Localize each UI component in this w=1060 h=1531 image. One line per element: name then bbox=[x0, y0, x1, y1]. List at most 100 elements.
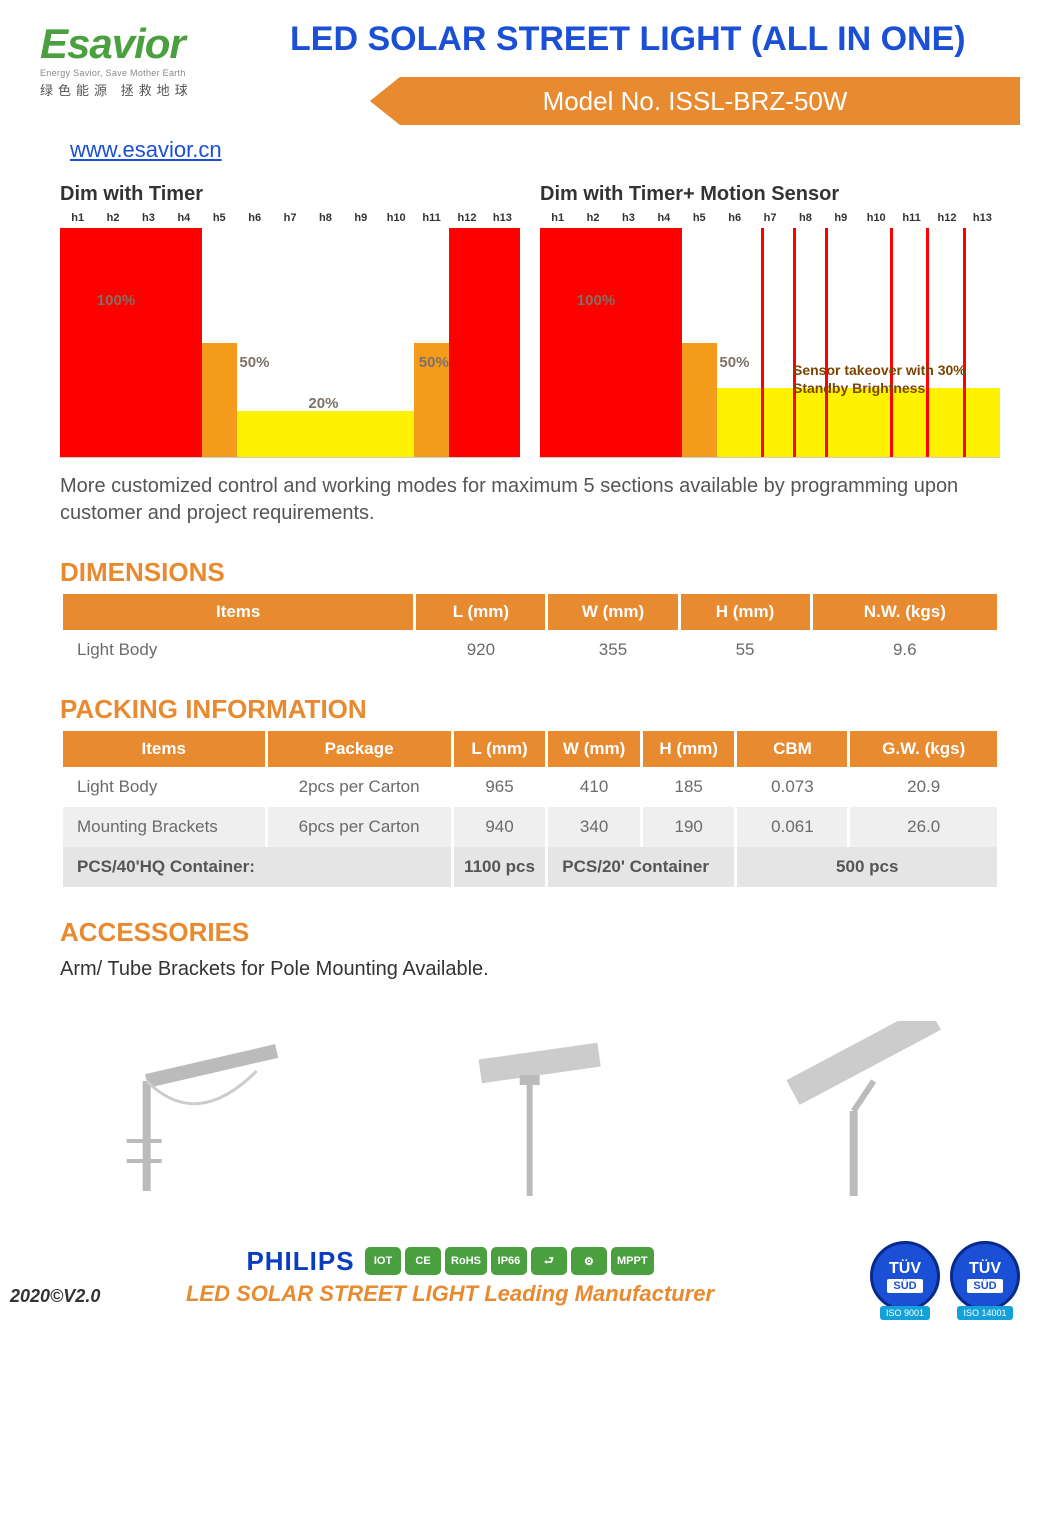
hour-label: h11 bbox=[894, 212, 929, 224]
chart-bar bbox=[682, 343, 717, 458]
table-row: Mounting Brackets6pcs per Carton94034019… bbox=[63, 807, 997, 847]
hour-label: h4 bbox=[166, 212, 201, 224]
model-banner: Model No. ISSL-BRZ-50W bbox=[370, 77, 1020, 125]
table-header: G.W. (kgs) bbox=[850, 731, 997, 767]
tuv-mid: SÜD bbox=[887, 1279, 922, 1293]
title-block: LED SOLAR STREET LIGHT (ALL IN ONE) Mode… bbox=[270, 20, 1020, 125]
cert-badge: IOT bbox=[365, 1247, 401, 1275]
tuv-top2: TÜV bbox=[969, 1260, 1001, 1278]
accessories-heading: ACCESSORIES bbox=[0, 917, 1060, 948]
table-cell: 920 bbox=[416, 630, 545, 670]
table-cell: Light Body bbox=[63, 767, 265, 807]
logo-tagline-cn: 绿色能源 拯救地球 bbox=[40, 80, 270, 99]
table-header: H (mm) bbox=[681, 594, 810, 630]
sensor-spike bbox=[761, 228, 764, 457]
table-header: CBM bbox=[737, 731, 847, 767]
table-cell: Light Body bbox=[63, 630, 413, 670]
bar-label: 50% bbox=[719, 354, 749, 371]
table-cell: 6pcs per Carton bbox=[268, 807, 451, 847]
table-header: Package bbox=[268, 731, 451, 767]
table-cell: 940 bbox=[454, 807, 546, 847]
hour-label: h4 bbox=[646, 212, 681, 224]
hour-label: h2 bbox=[95, 212, 130, 224]
hour-label: h2 bbox=[575, 212, 610, 224]
table-cell: 55 bbox=[681, 630, 810, 670]
sensor-spike bbox=[963, 228, 966, 457]
description-text: More customized control and working mode… bbox=[0, 458, 1060, 547]
tuv-badge-1: TÜV SÜD ISO 9001 bbox=[870, 1241, 940, 1311]
packing-heading: PACKING INFORMATION bbox=[0, 694, 1060, 725]
chart-bar bbox=[540, 228, 682, 457]
chart-title-right: Dim with Timer+ Motion Sensor bbox=[540, 183, 1000, 206]
footer: 2020©V2.0 PHILIPS IOTCERoHSIP66⮐⚙MPPT LE… bbox=[0, 1241, 1060, 1331]
table-header: Items bbox=[63, 731, 265, 767]
charts-row: Dim with Timer h1h2h3h4h5h6h7h8h9h10h11h… bbox=[0, 163, 1060, 458]
hour-label: h7 bbox=[272, 212, 307, 224]
dimensions-heading: DIMENSIONS bbox=[0, 557, 1060, 588]
table-cell: 2pcs per Carton bbox=[268, 767, 451, 807]
sensor-spike bbox=[825, 228, 828, 457]
chart-area-right: 100%50%Sensor takeover with 30% Standby … bbox=[540, 228, 1000, 458]
hour-label: h11 bbox=[414, 212, 449, 224]
website-link[interactable]: www.esavior.cn bbox=[70, 137, 222, 163]
tuv-mid2: SÜD bbox=[967, 1279, 1002, 1293]
table-cell: 20.9 bbox=[850, 767, 997, 807]
chart-dim-timer: Dim with Timer h1h2h3h4h5h6h7h8h9h10h11h… bbox=[60, 183, 520, 458]
table-summary-row: PCS/40'HQ Container:1100 pcsPCS/20' Cont… bbox=[63, 847, 997, 887]
table-row: Light Body2pcs per Carton9654101850.0732… bbox=[63, 767, 997, 807]
hour-label: h3 bbox=[131, 212, 166, 224]
table-cell: 9.6 bbox=[813, 630, 997, 670]
logo-tagline-en: Energy Savior, Save Mother Earth bbox=[40, 68, 270, 78]
chart-bar bbox=[60, 228, 202, 457]
hour-label: h5 bbox=[202, 212, 237, 224]
table-cell: 410 bbox=[548, 767, 640, 807]
hour-label: h6 bbox=[717, 212, 752, 224]
product-images-row bbox=[0, 1001, 1060, 1241]
table-cell: 185 bbox=[643, 767, 735, 807]
sensor-spike bbox=[890, 228, 893, 457]
chart-hours-left: h1h2h3h4h5h6h7h8h9h10h11h12h13 bbox=[60, 212, 520, 224]
table-header: Items bbox=[63, 594, 413, 630]
table-cell: PCS/40'HQ Container: bbox=[63, 847, 451, 887]
hour-label: h8 bbox=[308, 212, 343, 224]
table-cell: Mounting Brackets bbox=[63, 807, 265, 847]
chart-bar bbox=[202, 343, 237, 458]
philips-logo: PHILIPS bbox=[246, 1246, 354, 1277]
table-header: L (mm) bbox=[454, 731, 546, 767]
logo-brand: Esavior bbox=[40, 20, 270, 68]
cert-badge: CE bbox=[405, 1247, 441, 1275]
product-image-3 bbox=[707, 1021, 1000, 1201]
logo-block: Esavior Energy Savior, Save Mother Earth… bbox=[40, 20, 270, 99]
bar-label: 100% bbox=[97, 292, 135, 309]
chart-hours-right: h1h2h3h4h5h6h7h8h9h10h11h12h13 bbox=[540, 212, 1000, 224]
bar-label: 50% bbox=[239, 354, 269, 371]
hour-label: h8 bbox=[788, 212, 823, 224]
chart-bar bbox=[449, 228, 520, 457]
table-header: H (mm) bbox=[643, 731, 735, 767]
sensor-spike bbox=[793, 228, 796, 457]
table-header: W (mm) bbox=[548, 731, 640, 767]
cert-badge: ⚙ bbox=[571, 1247, 607, 1275]
dimensions-table: ItemsL (mm)W (mm)H (mm)N.W. (kgs)Light B… bbox=[60, 594, 1000, 670]
tuv-iso1: ISO 9001 bbox=[880, 1306, 930, 1320]
table-row: Light Body920355559.6 bbox=[63, 630, 997, 670]
packing-table: ItemsPackageL (mm)W (mm)H (mm)CBMG.W. (k… bbox=[60, 731, 1000, 887]
hour-label: h6 bbox=[237, 212, 272, 224]
chart-bar bbox=[717, 388, 1000, 457]
table-cell: 500 pcs bbox=[737, 847, 997, 887]
table-cell: 1100 pcs bbox=[454, 847, 546, 887]
accessories-text: Arm/ Tube Brackets for Pole Mounting Ava… bbox=[0, 954, 1060, 1001]
table-cell: 0.061 bbox=[737, 807, 847, 847]
hour-label: h5 bbox=[682, 212, 717, 224]
bar-label: 50% bbox=[419, 354, 449, 371]
hour-label: h10 bbox=[859, 212, 894, 224]
tuv-iso2: ISO 14001 bbox=[957, 1306, 1012, 1320]
chart-title-left: Dim with Timer bbox=[60, 183, 520, 206]
hour-label: h13 bbox=[485, 212, 520, 224]
footer-center: PHILIPS IOTCERoHSIP66⮐⚙MPPT LED SOLAR ST… bbox=[40, 1246, 860, 1307]
hour-label: h10 bbox=[379, 212, 414, 224]
product-image-1 bbox=[60, 1021, 353, 1201]
table-cell: 26.0 bbox=[850, 807, 997, 847]
hour-label: h1 bbox=[540, 212, 575, 224]
table-cell: 355 bbox=[548, 630, 677, 670]
